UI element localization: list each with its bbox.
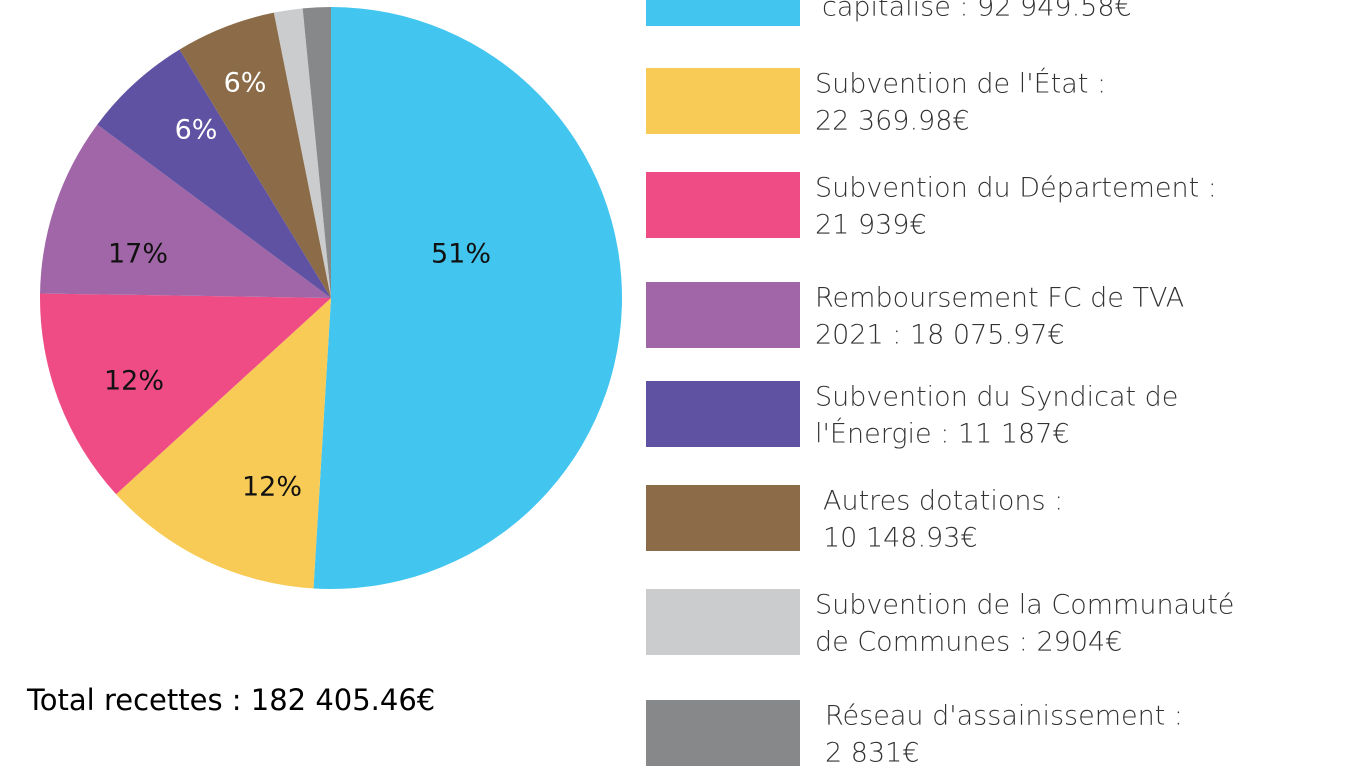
legend-label: Subvention de la Communauté	[815, 590, 1234, 621]
slice-label: 12%	[242, 472, 302, 503]
legend-swatch	[646, 68, 800, 134]
legend-label: 21 939€	[815, 210, 927, 241]
slice-label: 12%	[104, 366, 164, 397]
legend-label: de Communes : 2904€	[815, 627, 1122, 658]
legend-label: l'Énergie : 11 187€	[815, 418, 1070, 450]
legend-label: 2021 : 18 075.97€	[815, 320, 1065, 351]
legend-label: 10 148.93€	[823, 523, 978, 554]
legend-swatch	[646, 589, 800, 655]
pie-slice	[39, 293, 331, 495]
pie-slice	[40, 124, 332, 298]
legend-label: 2 831€	[825, 738, 919, 769]
legend-label: Subvention du Syndicat de	[815, 382, 1178, 413]
legend-swatch	[646, 381, 800, 447]
total: Total recettes : 182 405.46€	[26, 683, 435, 717]
slice-label: 6%	[224, 68, 267, 99]
pie-slice	[116, 298, 332, 589]
legend-label: Remboursement FC de TVA	[815, 283, 1184, 314]
legend-label: Réseau d'assainissement :	[825, 701, 1183, 732]
legend-label: Subvention de l'État :	[815, 68, 1106, 100]
pie-slice	[179, 12, 331, 299]
pie-slice	[273, 8, 331, 298]
legend-swatch	[646, 282, 800, 348]
pie-slice	[302, 7, 331, 298]
legend-swatch	[646, 0, 800, 26]
legend-swatch	[646, 172, 800, 238]
pie-slice	[97, 49, 332, 298]
slice-label: 6%	[175, 115, 218, 146]
legend-swatch	[646, 485, 800, 551]
legend-label: Subvention du Département :	[815, 173, 1217, 204]
pie-slice	[313, 7, 623, 589]
slice-label: 51%	[431, 239, 491, 270]
slice-label: 17%	[108, 239, 168, 270]
legend-swatch	[646, 700, 800, 766]
legend-label: capitalisé : 92 949.58€	[822, 0, 1132, 23]
legend-label: Autres dotations :	[823, 486, 1063, 517]
legend-label: 22 369.98€	[815, 106, 970, 137]
